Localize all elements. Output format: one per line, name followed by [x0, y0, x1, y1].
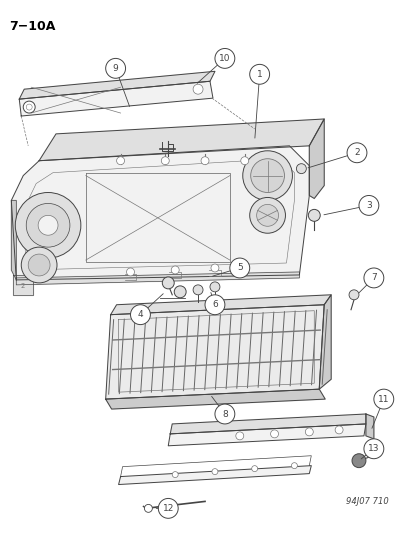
Circle shape: [240, 157, 248, 165]
Circle shape: [105, 59, 125, 78]
Circle shape: [229, 258, 249, 278]
Circle shape: [116, 157, 124, 165]
Circle shape: [126, 268, 134, 276]
Circle shape: [249, 197, 285, 233]
Circle shape: [158, 498, 178, 518]
Circle shape: [38, 215, 58, 235]
Circle shape: [26, 204, 70, 247]
Polygon shape: [16, 272, 299, 285]
Circle shape: [214, 49, 234, 68]
Polygon shape: [309, 119, 323, 198]
Circle shape: [172, 472, 178, 478]
Polygon shape: [105, 305, 323, 399]
Circle shape: [211, 264, 218, 272]
Text: 1: 1: [256, 70, 262, 79]
Circle shape: [161, 157, 169, 165]
Circle shape: [209, 282, 219, 292]
Polygon shape: [11, 146, 309, 280]
Polygon shape: [105, 389, 325, 409]
Text: 6: 6: [211, 300, 217, 309]
Polygon shape: [168, 424, 365, 446]
Circle shape: [201, 157, 209, 165]
Text: 4: 4: [137, 310, 143, 319]
Circle shape: [251, 466, 257, 472]
Polygon shape: [19, 81, 212, 116]
Circle shape: [291, 463, 297, 469]
Text: 5: 5: [236, 263, 242, 272]
Text: 2: 2: [20, 283, 24, 289]
Polygon shape: [318, 295, 330, 389]
Circle shape: [335, 426, 342, 434]
Circle shape: [162, 277, 174, 289]
Circle shape: [249, 64, 269, 84]
Text: 9: 9: [112, 64, 118, 73]
Circle shape: [23, 101, 35, 113]
Text: 3: 3: [365, 201, 371, 210]
Circle shape: [358, 196, 378, 215]
Circle shape: [21, 247, 57, 283]
Circle shape: [346, 143, 366, 163]
Polygon shape: [39, 119, 323, 161]
Text: 10: 10: [218, 54, 230, 63]
Circle shape: [296, 164, 306, 174]
Circle shape: [211, 469, 217, 474]
Circle shape: [308, 209, 320, 221]
Circle shape: [351, 454, 365, 467]
Circle shape: [130, 305, 150, 325]
Text: 7: 7: [370, 273, 376, 282]
Circle shape: [235, 432, 243, 440]
Text: 7−10A: 7−10A: [9, 20, 56, 33]
Circle shape: [250, 159, 284, 192]
Circle shape: [363, 268, 383, 288]
Polygon shape: [13, 275, 33, 295]
Text: 8: 8: [221, 409, 227, 418]
Text: 12: 12: [162, 504, 173, 513]
Polygon shape: [365, 414, 373, 439]
Text: 94J07 710: 94J07 710: [345, 497, 388, 506]
Polygon shape: [110, 295, 330, 314]
Circle shape: [144, 504, 152, 512]
Circle shape: [28, 254, 50, 276]
Text: 13: 13: [367, 445, 379, 453]
Circle shape: [214, 404, 234, 424]
Circle shape: [174, 286, 186, 298]
Circle shape: [363, 439, 383, 459]
Circle shape: [348, 290, 358, 300]
Circle shape: [305, 428, 313, 436]
Circle shape: [192, 285, 202, 295]
Circle shape: [171, 266, 179, 274]
Text: 11: 11: [377, 394, 389, 403]
Polygon shape: [118, 466, 311, 484]
Circle shape: [256, 205, 278, 227]
Text: 2: 2: [353, 148, 359, 157]
Polygon shape: [23, 159, 294, 270]
Circle shape: [242, 151, 292, 200]
Circle shape: [204, 295, 224, 314]
Circle shape: [270, 430, 278, 438]
Polygon shape: [11, 200, 16, 280]
Polygon shape: [170, 414, 365, 434]
Circle shape: [373, 389, 393, 409]
Polygon shape: [19, 71, 214, 99]
Circle shape: [15, 192, 81, 258]
Circle shape: [192, 84, 202, 94]
